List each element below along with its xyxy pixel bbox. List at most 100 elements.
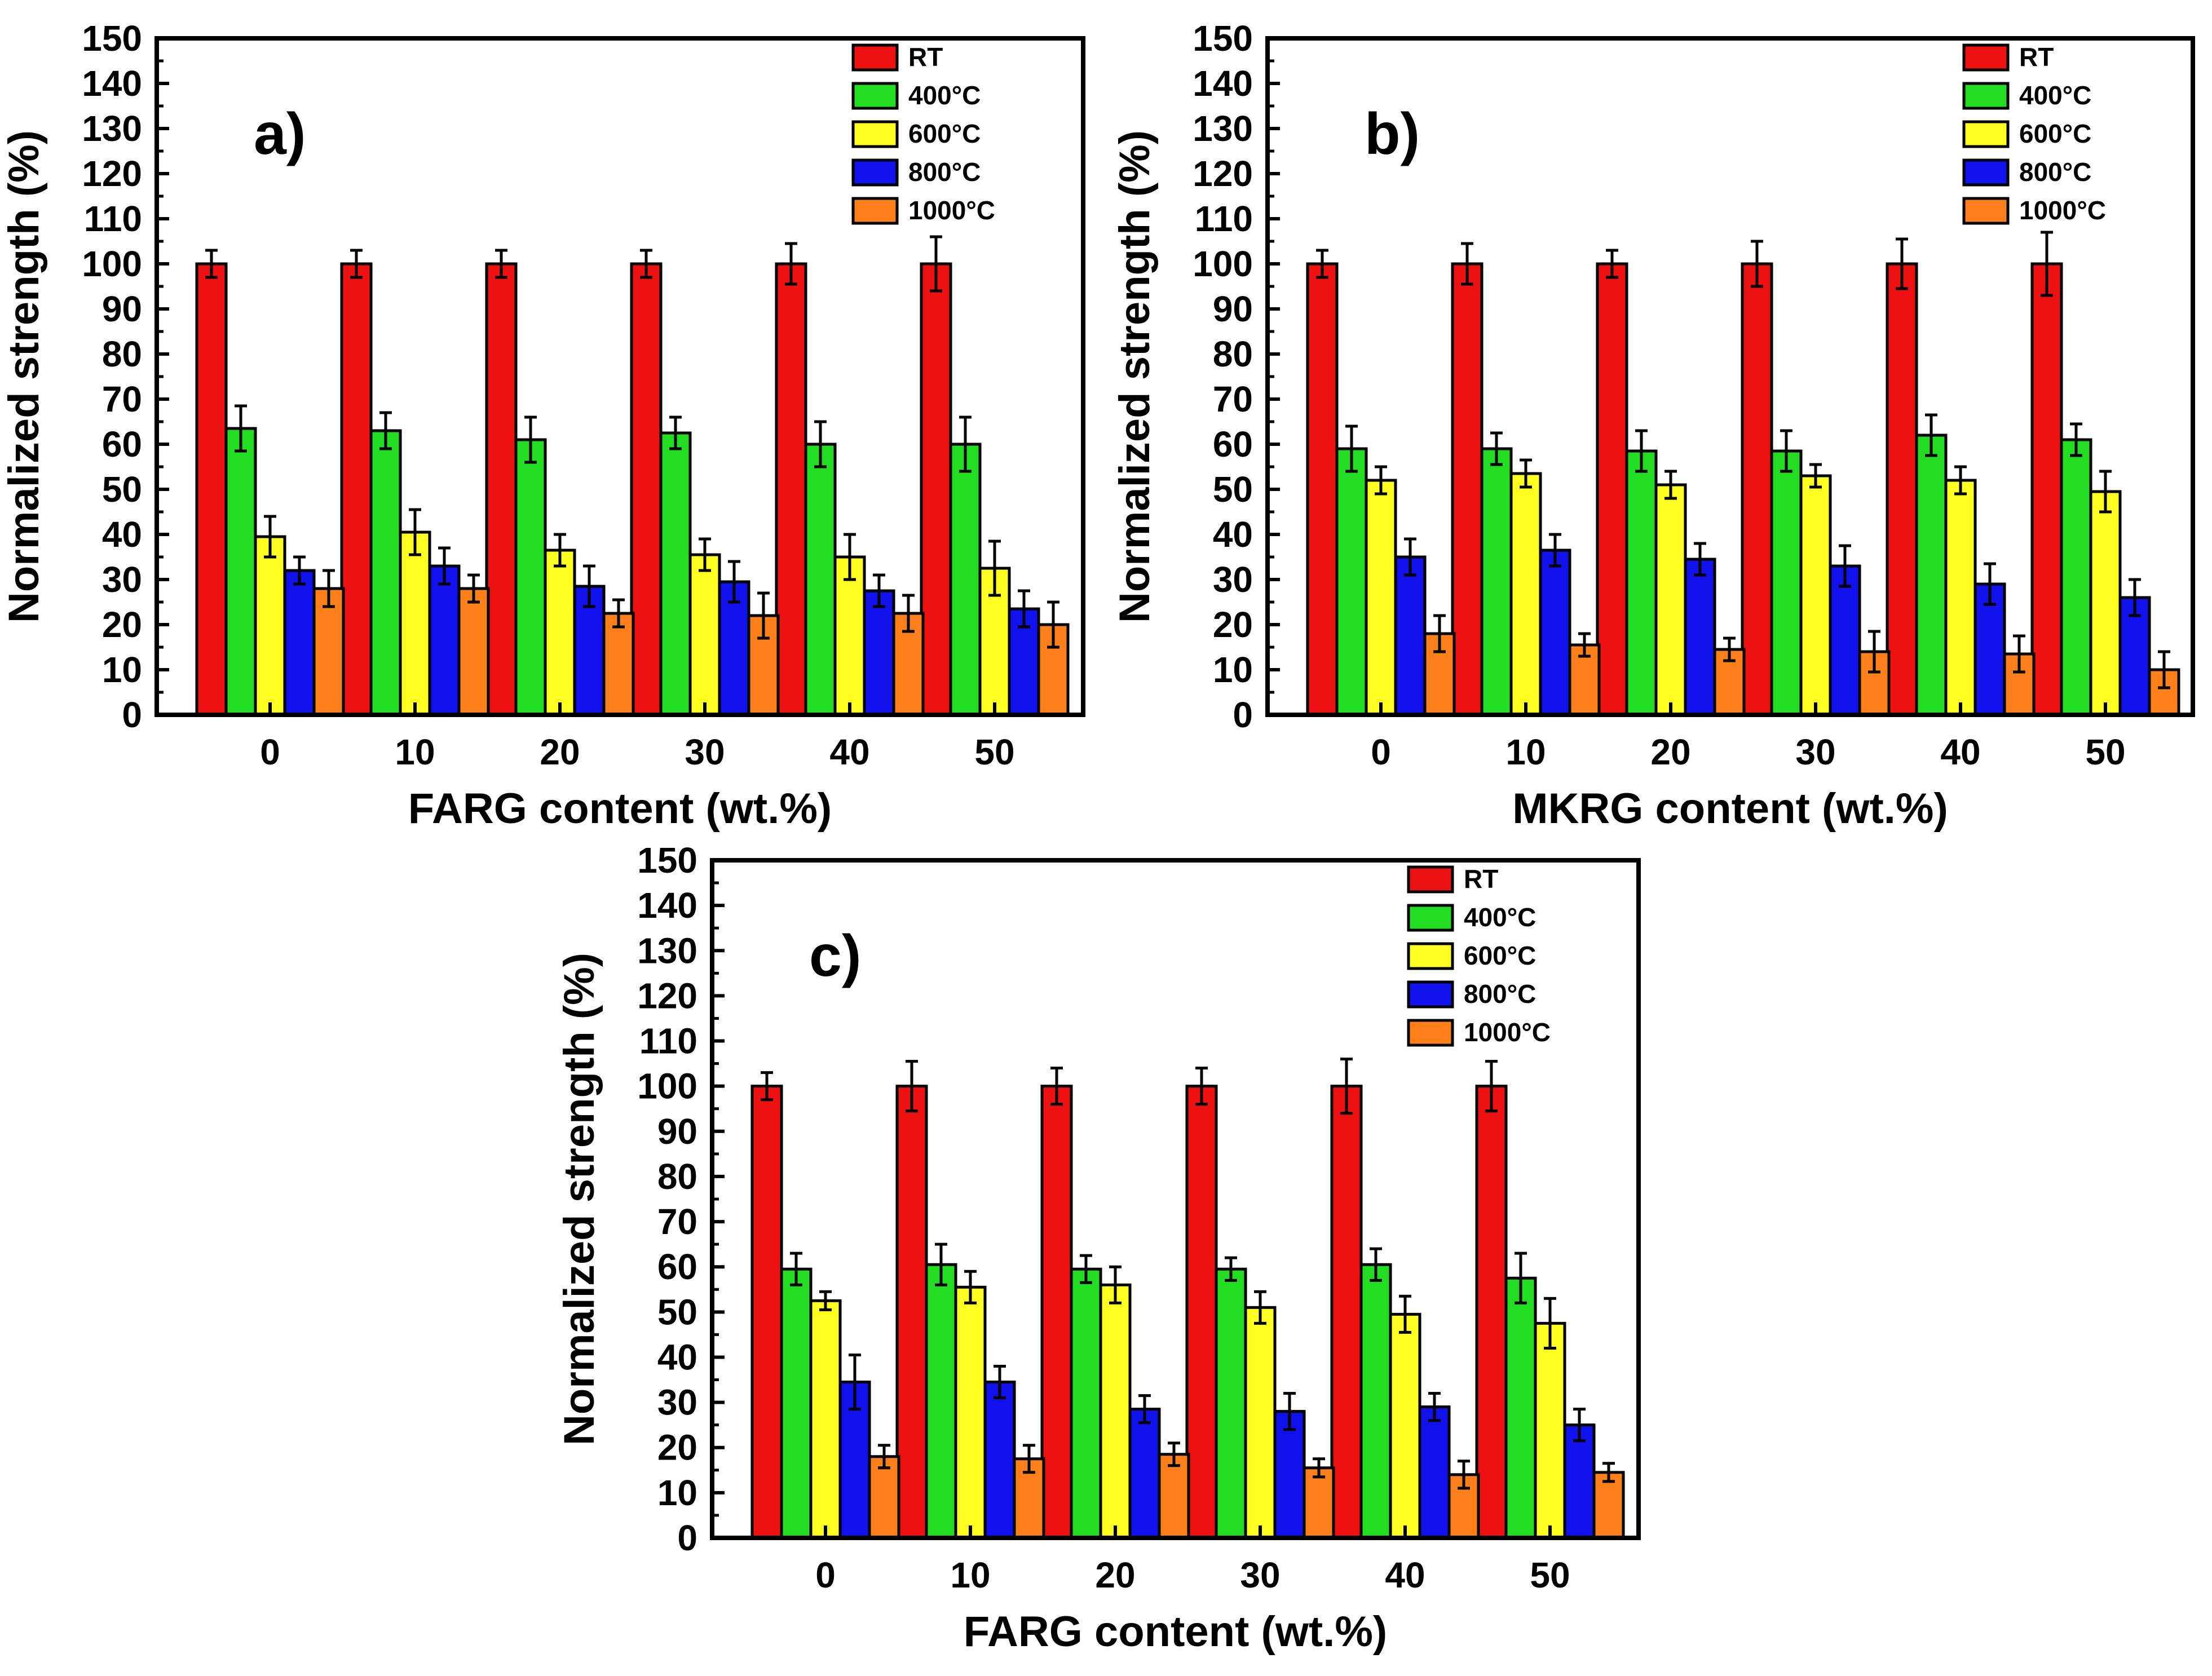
x-tick-label: 40 [1385,1555,1425,1595]
y-tick-label: 60 [1213,424,1253,465]
bar-400C-20 [514,438,547,717]
bar-400C-50 [1504,1276,1537,1540]
x-tick-label: 20 [1650,732,1690,772]
y-tick-label: 100 [1193,244,1253,284]
bar-400C-40 [804,443,837,717]
bar-400C-0 [780,1267,813,1540]
legend-swatch-RT [1962,43,2010,72]
y-tick-label: 150 [82,18,142,59]
x-axis-title: FARG content (wt.%) [408,785,832,833]
y-axis-title: Normalized strength (%) [0,130,48,623]
x-tick-label: 30 [1795,732,1835,772]
bar-600C-50 [2089,490,2122,717]
bar-600C-30 [688,553,721,717]
bar-400C-40 [1915,434,1948,717]
legend-label-800C: 800°C [1464,979,1536,1009]
legend: RT 400°C 600°C 800°C 1000°C [851,42,995,225]
x-tick-label: 20 [540,732,580,772]
y-tick-label: 80 [102,334,142,374]
legend-label-600C: 600°C [2019,119,2091,148]
y-tick-label: 50 [657,1292,697,1332]
panel-label: b) [1365,101,1420,167]
x-tick-label: 10 [395,732,435,772]
bar-RT-30 [1185,1085,1218,1540]
bar-400C-40 [1359,1263,1392,1540]
bar-600C-10 [1509,472,1542,717]
bar-600C-20 [544,549,576,717]
legend-label-400C: 400°C [1464,903,1536,932]
bar-600C-0 [809,1299,842,1540]
legend-label-RT: RT [2019,42,2054,72]
y-tick-label: 140 [1193,63,1253,104]
bar-1000C-30 [1303,1466,1335,1540]
bar-RT-40 [1330,1085,1363,1540]
legend-swatch-RT [1407,865,1454,894]
bar-400C-10 [1480,447,1513,717]
y-tick-label: 30 [1213,559,1253,600]
y-tick-label: 50 [1213,469,1253,510]
bar-800C-30 [1829,564,1861,717]
legend-swatch-800C [1962,158,2010,187]
x-tick-label: 50 [2085,732,2125,772]
legend-label-RT: RT [1464,864,1498,894]
bar-600C-40 [1389,1312,1421,1540]
bar-400C-30 [1215,1267,1247,1540]
y-tick-label: 0 [122,695,142,735]
x-axis-title: MKRG content (wt.%) [1512,785,1948,833]
bar-RT-20 [485,262,518,717]
y-tick-label: 120 [82,153,142,194]
y-tick-label: 30 [102,559,142,600]
legend-label-600C: 600°C [908,119,981,148]
bar-RT-50 [1475,1085,1508,1540]
bar-RT-0 [750,1085,783,1540]
bar-1000C-20 [602,612,635,717]
y-axis-title: Normalized strength (%) [1111,130,1159,623]
legend-label-400C: 400°C [908,81,981,110]
legend-swatch-400C [851,82,899,110]
y-tick-label: 0 [1233,695,1253,735]
y-tick-label: 70 [657,1201,697,1242]
bar-800C-20 [1128,1408,1161,1540]
bar-400C-30 [1770,449,1803,717]
bar-600C-50 [1534,1321,1566,1540]
legend-swatch-600C [1962,120,2010,148]
bar-400C-20 [1070,1267,1102,1540]
y-tick-label: 90 [102,289,142,329]
y-tick-label: 130 [637,930,697,971]
bar-RT-40 [775,262,807,717]
y-tick-label: 40 [1213,514,1253,555]
legend-swatch-1000C [1407,1019,1454,1047]
y-tick-label: 50 [102,469,142,510]
legend-label-1000C: 1000°C [908,196,995,225]
bar-RT-40 [1886,262,1918,717]
legend-label-800C: 800°C [2019,157,2091,187]
bar-400C-20 [1625,449,1658,717]
y-tick-label: 10 [1213,649,1253,690]
y-tick-label: 10 [102,649,142,690]
bar-600C-10 [954,1285,987,1540]
y-tick-label: 80 [1213,334,1253,374]
y-tick-label: 130 [1193,108,1253,149]
bar-RT-30 [630,262,663,717]
legend-label-800C: 800°C [908,157,981,187]
bar-600C-20 [1099,1283,1132,1540]
x-tick-label: 30 [685,732,725,772]
y-tick-label: 120 [637,975,697,1016]
y-tick-label: 40 [102,514,142,555]
x-tick-label: 0 [815,1555,836,1595]
bar-400C-0 [224,427,257,717]
bar-RT-0 [1306,262,1339,717]
y-tick-label: 20 [102,604,142,645]
y-tick-label: 40 [657,1337,697,1377]
x-tick-label: 0 [260,732,280,772]
bar-400C-50 [949,443,982,717]
bar-800C-30 [718,580,750,717]
y-tick-label: 100 [637,1066,697,1107]
x-tick-label: 40 [1940,732,1980,772]
y-tick-label: 110 [639,1021,697,1062]
legend-swatch-600C [1407,942,1454,970]
bar-RT-50 [920,262,952,717]
